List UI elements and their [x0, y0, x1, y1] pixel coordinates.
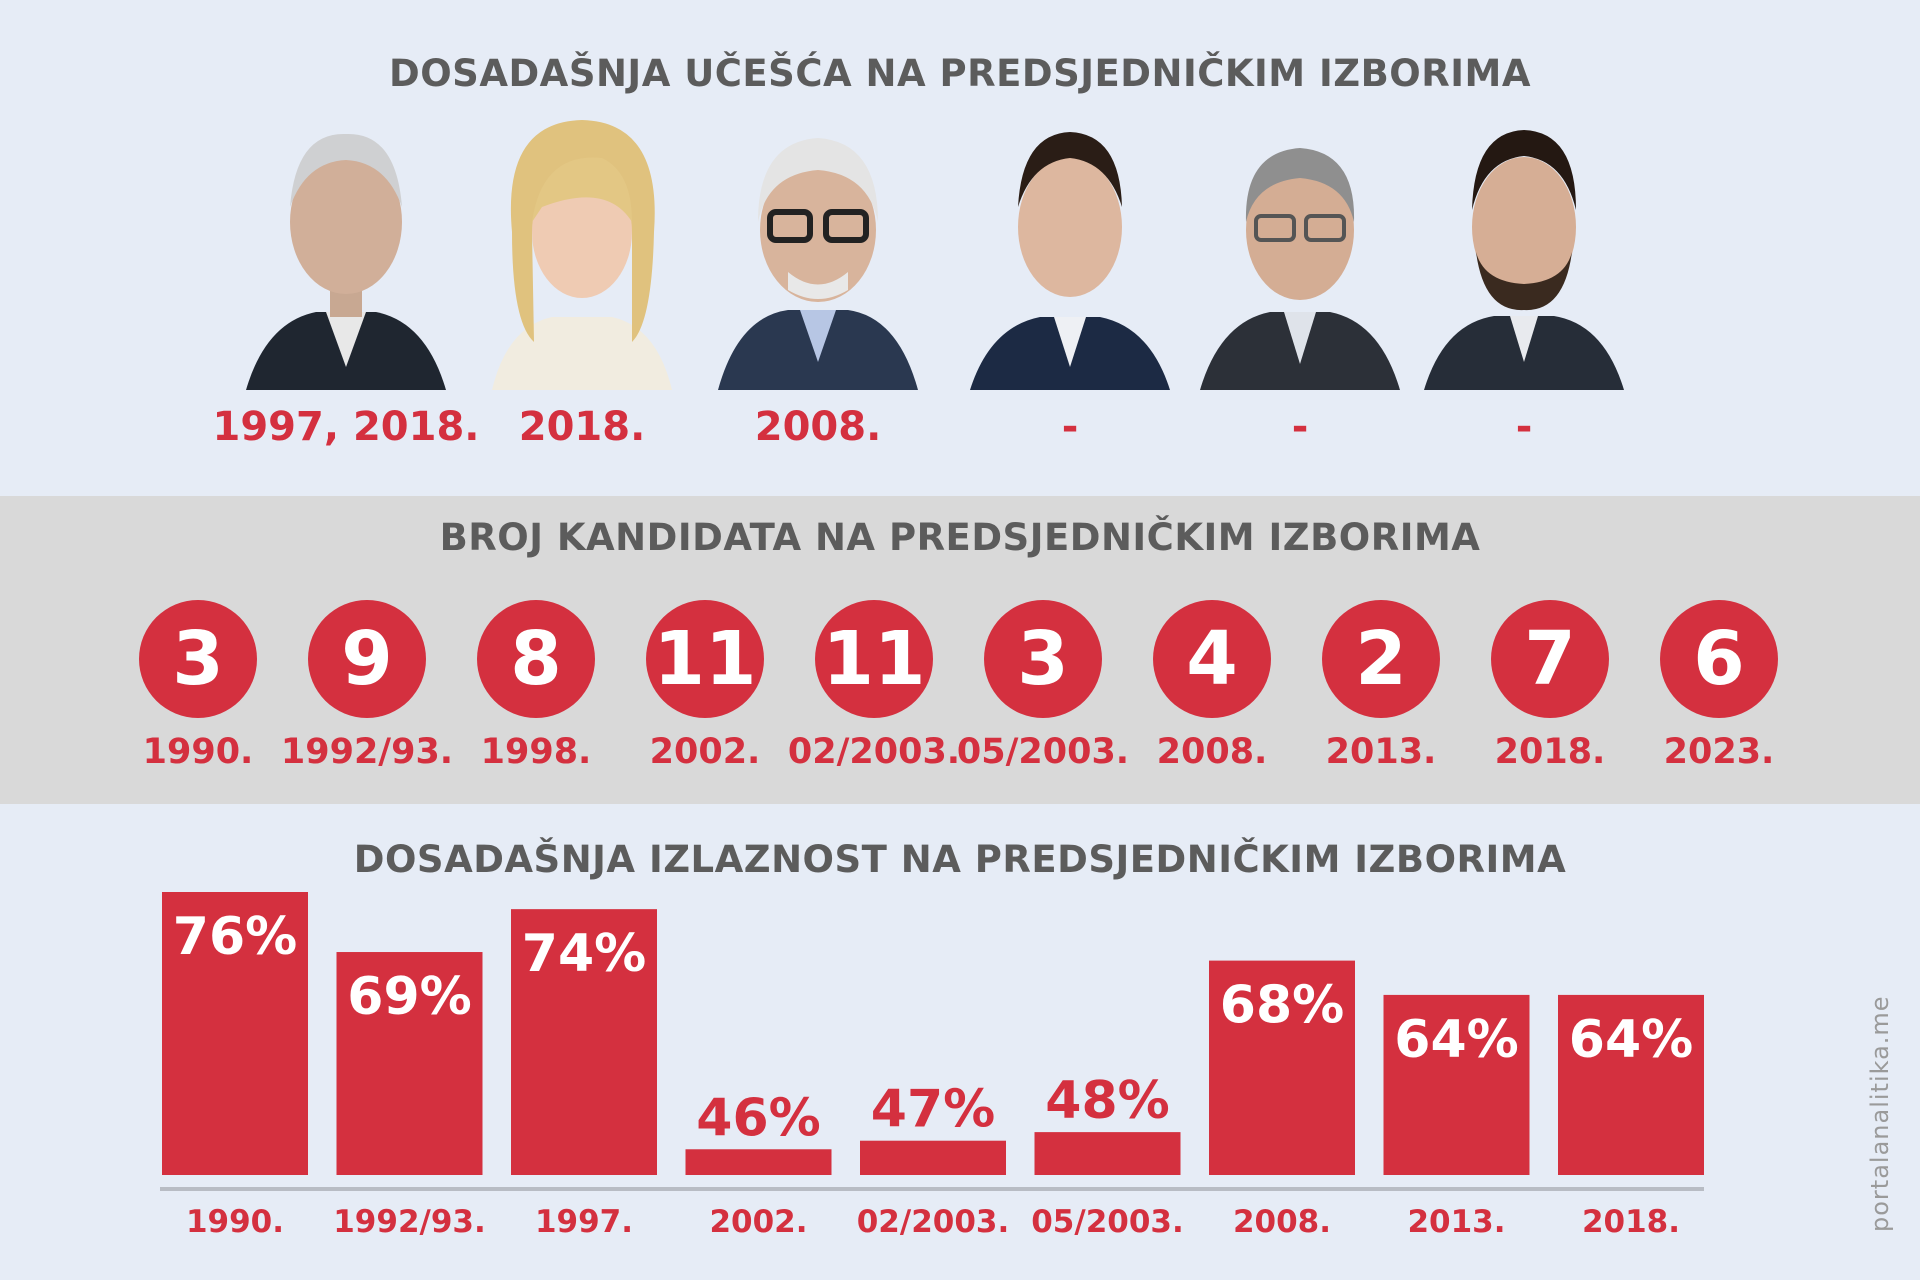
candidate-count-circle: 4: [1153, 600, 1271, 718]
candidate-4: -: [970, 112, 1170, 450]
candidate-6: -: [1424, 112, 1624, 450]
x-tick-label: 05/2003.: [1031, 1204, 1184, 1240]
bar-value-label: 76%: [173, 907, 297, 967]
candidate-1-years: 1997, 2018.: [212, 404, 480, 450]
candidate-count-circle: 3: [139, 600, 257, 718]
turnout-bar: [685, 1149, 832, 1175]
bar-value-label: 74%: [522, 924, 646, 984]
candidate-1-portrait: [246, 133, 446, 390]
x-tick-label: 2008.: [1233, 1204, 1331, 1240]
bar-value-label: 46%: [696, 1088, 820, 1148]
turnout-chart-title: DOSADAŠNJA IZLAZNOST NA PREDSJEDNIČKIM I…: [353, 838, 1567, 881]
turnout-bar: [511, 909, 657, 1175]
candidate-4-years: -: [1061, 404, 1079, 450]
election-year-label: 1990.: [142, 732, 254, 772]
x-tick-label: 1992/93.: [333, 1204, 486, 1240]
candidate-count-circle: 9: [308, 600, 426, 718]
bar-value-label: 64%: [1394, 1010, 1518, 1070]
candidate-5-portrait: [1200, 148, 1400, 390]
candidate-5: -: [1200, 112, 1400, 450]
candidate-6-portrait: [1424, 130, 1624, 390]
candidate-3-portrait: [718, 138, 918, 390]
x-tick-label: 2002.: [709, 1204, 807, 1240]
election-year-label: 2018.: [1494, 732, 1606, 772]
turnout-bar: [336, 952, 483, 1175]
election-year-label: 2002.: [649, 732, 761, 772]
x-tick-label: 1990.: [186, 1204, 284, 1240]
election-year-label: 2023.: [1663, 732, 1775, 772]
candidate-2-years: 2018.: [518, 404, 646, 450]
candidate-count-circle: 11: [815, 600, 933, 718]
bar-value-label: 48%: [1045, 1071, 1169, 1131]
x-tick-label: 02/2003.: [857, 1204, 1010, 1240]
x-tick-label: 2018.: [1582, 1204, 1680, 1240]
turnout-bar: [860, 1140, 1006, 1175]
turnout-bar: [162, 892, 308, 1175]
candidate-3: 2008.: [718, 112, 918, 450]
x-tick-label: 1997.: [535, 1204, 633, 1240]
bar-value-label: 68%: [1220, 976, 1344, 1036]
turnout-bar: [1383, 994, 1530, 1175]
bar-value-label: 47%: [871, 1080, 995, 1140]
candidate-6-years: -: [1515, 404, 1533, 450]
candidate-count-circle: 7: [1491, 600, 1609, 718]
candidate-count-circle: 11: [646, 600, 764, 718]
credit-text: portalanalitika.me: [1866, 995, 1894, 1232]
turnout-bar: [1558, 994, 1704, 1175]
election-year-label: 2008.: [1156, 732, 1268, 772]
election-year-label: 1992/93.: [280, 732, 454, 772]
candidate-count-circle: 8: [477, 600, 595, 718]
candidate-4-portrait: [970, 132, 1170, 390]
bar-value-label: 64%: [1569, 1010, 1693, 1070]
candidate-3-years: 2008.: [754, 404, 882, 450]
participation-title: DOSADAŠNJA UČEŠĆA NA PREDSJEDNIČKIM IZBO…: [389, 52, 1531, 95]
x-tick-label: 2013.: [1407, 1204, 1505, 1240]
election-year-label: 1998.: [480, 732, 592, 772]
turnout-bar: [1034, 1132, 1181, 1175]
candidate-2: 2018.: [482, 112, 682, 450]
candidates-count-title: BROJ KANDIDATA NA PREDSJEDNIČKIM IZBORIM…: [439, 516, 1481, 559]
candidate-count-circle: 3: [984, 600, 1102, 718]
election-year-label: 2013.: [1325, 732, 1437, 772]
candidate-count-circle: 6: [1660, 600, 1778, 718]
candidate-5-years: -: [1291, 404, 1309, 450]
candidate-1: 1997, 2018.: [213, 112, 479, 450]
candidate-2-portrait: [492, 120, 672, 390]
bar-value-label: 69%: [347, 967, 471, 1027]
candidate-count-circle: 2: [1322, 600, 1440, 718]
turnout-bar: [1209, 960, 1355, 1175]
election-year-label: 05/2003.: [956, 732, 1130, 772]
election-year-label: 02/2003.: [787, 732, 961, 772]
